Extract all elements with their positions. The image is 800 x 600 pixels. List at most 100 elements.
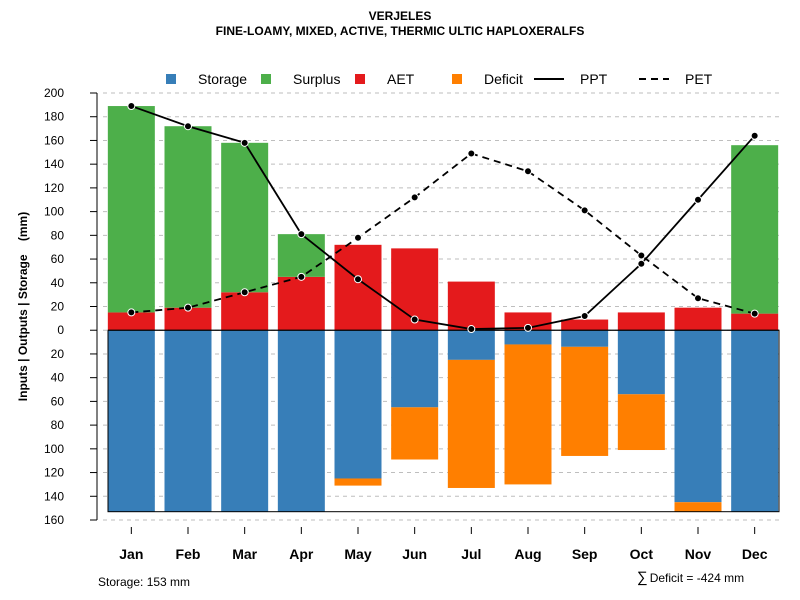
y-tick-label: 160	[44, 513, 64, 527]
deficit-bar	[334, 478, 382, 486]
ppt-point	[354, 275, 362, 284]
storage-bar	[334, 330, 382, 479]
x-tick-label: Jun	[402, 546, 427, 562]
y-tick-label: 100	[44, 442, 64, 456]
storage-bar	[221, 330, 269, 512]
pet-point	[694, 294, 702, 303]
storage-bar	[447, 330, 495, 360]
surplus-bar	[107, 106, 155, 313]
x-tick-label: Aug	[514, 546, 541, 562]
deficit-bar	[391, 407, 439, 460]
storage-bar	[107, 330, 155, 512]
aet-bar	[164, 307, 212, 331]
pet-point	[580, 206, 589, 215]
deficit-total-value: Deficit = -424 mm	[649, 571, 745, 585]
chart-title: VERJELES	[368, 9, 432, 23]
x-tick-label: Jul	[461, 546, 481, 562]
ppt-point	[184, 122, 192, 131]
y-tick-label: 100	[44, 205, 64, 219]
x-tick-label: Jan	[119, 546, 143, 562]
legend-label-ppt: PPT	[580, 71, 608, 87]
ppt-point	[524, 323, 532, 332]
y-tick-label: 80	[51, 418, 65, 432]
deficit-bar	[617, 394, 665, 451]
legend-label-pet: PET	[685, 71, 713, 87]
ppt-point	[467, 325, 476, 334]
x-tick-label: Dec	[742, 546, 768, 562]
x-tick-label: Mar	[232, 546, 257, 562]
y-tick-label: 20	[51, 347, 65, 361]
ppt-point	[637, 259, 646, 268]
x-tick-label: Sep	[572, 546, 598, 562]
sum-symbol: ∑	[637, 569, 648, 586]
aet-bar	[561, 319, 609, 331]
surplus-bar	[164, 126, 212, 308]
ppt-point	[297, 230, 306, 239]
y-tick-label: 80	[51, 228, 65, 242]
x-tick-label: Nov	[685, 546, 712, 562]
pet-point	[184, 303, 192, 312]
storage-bar	[561, 330, 609, 347]
pet-point	[467, 149, 476, 158]
storage-total-label: Storage: 153 mm	[98, 575, 191, 589]
ppt-point	[580, 311, 589, 320]
y-tick-label: 40	[51, 276, 65, 290]
legend-swatch-aet	[355, 74, 365, 84]
ppt-point	[750, 131, 759, 140]
aet-bar	[731, 313, 779, 331]
ppt-point	[694, 195, 702, 204]
aet-bar	[107, 312, 155, 331]
legend-label-aet: AET	[387, 71, 415, 87]
y-tick-label: 140	[44, 157, 64, 171]
x-tick-label: Feb	[176, 546, 201, 562]
legend-swatch-surplus	[261, 74, 271, 84]
y-tick-label: 120	[44, 181, 64, 195]
pet-point	[410, 193, 419, 202]
aet-bar	[617, 312, 665, 331]
y-tick-label: 180	[44, 110, 64, 124]
storage-bar	[731, 330, 779, 512]
y-tick-label: 40	[51, 371, 65, 385]
deficit-bar	[561, 346, 609, 456]
pet-point	[297, 272, 306, 281]
deficit-bar	[674, 502, 722, 512]
aet-bar	[277, 276, 325, 331]
deficit-bar	[504, 344, 552, 485]
aet-bar	[447, 281, 495, 331]
ppt-series-line	[131, 105, 756, 330]
pet-point	[637, 251, 646, 260]
legend-label-surplus: Surplus	[293, 71, 340, 87]
legend-label-deficit: Deficit	[484, 71, 523, 87]
storage-bar	[504, 330, 552, 345]
deficit-bar	[447, 359, 495, 488]
aet-bar	[334, 244, 382, 331]
surplus-bar	[731, 145, 779, 314]
legend-swatch-storage	[166, 74, 176, 84]
ppt-point	[410, 315, 419, 324]
y-tick-label: 0	[57, 323, 64, 337]
surplus-bar	[277, 234, 325, 277]
y-tick-label: 60	[51, 252, 65, 266]
legend-label-storage: Storage	[198, 71, 247, 87]
x-tick-label: Apr	[289, 546, 314, 562]
storage-bar	[617, 330, 665, 395]
y-tick-label: 200	[44, 86, 64, 100]
deficit-total-label: ∑ Deficit = -424 mm	[637, 569, 744, 586]
y-axis-label: Inputs | Outputs | Storage (mm)	[16, 212, 30, 401]
pet-point	[524, 167, 532, 176]
y-tick-label: 160	[44, 133, 64, 147]
pet-point	[354, 233, 362, 242]
y-tick-label: 60	[51, 394, 65, 408]
aet-bar	[674, 307, 722, 331]
storage-bar	[674, 330, 722, 503]
ppt-point	[127, 102, 136, 111]
x-tick-label: May	[344, 546, 371, 562]
storage-bar	[277, 330, 325, 512]
storage-bar	[391, 330, 439, 408]
pet-point	[750, 309, 759, 318]
legend-swatch-deficit	[452, 74, 462, 84]
x-tick-label: Oct	[630, 546, 654, 562]
storage-bar	[164, 330, 212, 512]
ppt-point	[240, 138, 249, 147]
